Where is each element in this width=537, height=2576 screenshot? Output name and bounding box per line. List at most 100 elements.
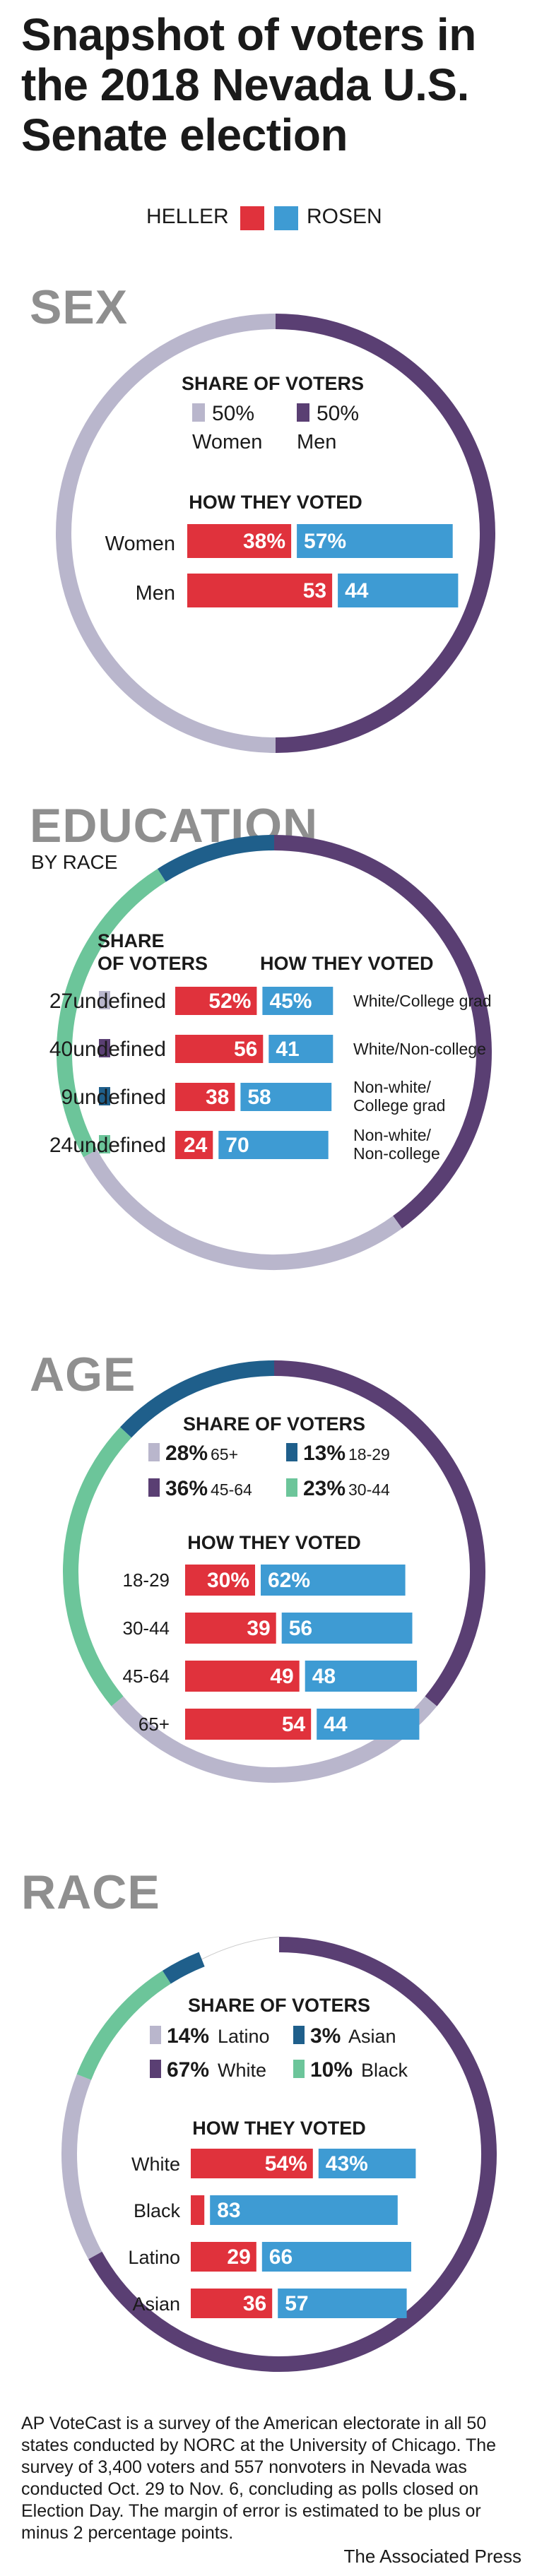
education-row-non-white-college-grad-rosen-label: 58 — [247, 1086, 271, 1109]
sex-row-women-heller-label: 38% — [243, 530, 285, 553]
age-row-30-44-rosen-label: 56 — [289, 1617, 312, 1640]
race-section: RACE SHARE OF VOTERS 67% White 14% Latino 10% B… — [0, 1858, 537, 2409]
sex-row-men-rosen-label: 44 — [345, 579, 369, 603]
legend-rosen-label: ROSEN — [307, 205, 382, 228]
race-share-name-asian: Asian — [348, 2026, 396, 2047]
education-row-white-non-college-heller-bar — [175, 1035, 264, 1063]
education-ring-non-white-college-grad — [157, 835, 275, 882]
sex-share-label: SHARE OF VOTERS — [182, 373, 364, 394]
education-ring-white-college-grad — [83, 1149, 403, 1270]
race-share-swatch-black — [293, 2060, 305, 2078]
education-ring-non-white-non-college — [57, 868, 166, 1158]
age-row-label-45-64: 45-64 — [123, 1666, 170, 1687]
age-row-65-rosen-label: 44 — [324, 1713, 348, 1736]
race-share-label: SHARE OF VOTERS — [188, 1995, 370, 2016]
education-row-white-non-college-rosen-label: 41 — [276, 1038, 299, 1061]
sex-share-name-men: Men — [297, 431, 336, 453]
sex-row-women-heller-bar — [187, 524, 292, 558]
race-ring-latino — [61, 2074, 102, 2260]
age-row-label-18-29: 18-29 — [123, 1569, 170, 1591]
age-share-swatch-30-44 — [286, 1478, 297, 1497]
education-row-white-non-college-heller-label: 56 — [234, 1038, 257, 1061]
race-row-latino-heller-bar — [191, 2242, 256, 2272]
race-voted-label: HOW THEY VOTED — [192, 2118, 366, 2139]
age-ring-45-64 — [273, 1360, 485, 1707]
race-row-white-rosen-bar — [318, 2149, 416, 2178]
sex-chart: SEX SHARE OF VOTERS 50% Women 50% Men HOW THEY… — [30, 280, 495, 753]
sex-row-men-rosen-bar — [338, 574, 459, 607]
race-row-latino-rosen-bar — [261, 2242, 411, 2272]
race-row-latino-rosen-label: 66 — [269, 2245, 293, 2269]
age-row-label-30-44: 30-44 — [123, 1618, 170, 1639]
race-row-label-asian: Asian — [132, 2293, 180, 2315]
race-row-white-heller-label: 54% — [265, 2152, 307, 2176]
education-share-pct-non-white-non-college: 24undefined — [49, 1134, 166, 1157]
age-voted-label: HOW THEY VOTED — [187, 1532, 361, 1553]
legend-heller-swatch — [240, 206, 264, 230]
race-share-pct-asian: 3% — [310, 2024, 341, 2048]
race-share-name-black: Black — [361, 2060, 408, 2081]
education-row-non-white-non-college-heller-bar — [175, 1131, 213, 1159]
age-share-name-65: 65+ — [211, 1445, 238, 1464]
race-row-white-heller-bar — [191, 2149, 313, 2178]
race-share-pct-black: 10% — [310, 2058, 353, 2082]
sex-row-label-women: Women — [105, 533, 175, 555]
race-share-pct-white: 67% — [167, 2058, 209, 2082]
education-row-label-white-non-college-0: White/Non-college — [353, 1040, 486, 1058]
age-share-swatch-65 — [148, 1443, 160, 1461]
education-row-non-white-non-college-rosen-label: 70 — [225, 1134, 249, 1157]
education-row-white-college-grad-rosen-bar — [262, 987, 334, 1015]
credit: The Associated Press — [343, 2546, 521, 2567]
age-row-label-65: 65+ — [138, 1714, 170, 1735]
race-row-label-white: White — [131, 2154, 180, 2175]
sex-row-women-rosen-bar — [297, 524, 453, 558]
education-share-swatch-white-college-grad — [99, 991, 110, 1009]
age-title: AGE — [30, 1348, 136, 1401]
age-row-45-64-rosen-bar — [305, 1661, 418, 1692]
race-row-black-rosen-label: 83 — [217, 2199, 240, 2222]
sex-row-women-rosen-label: 57% — [304, 530, 346, 553]
race-row-black-rosen-bar — [210, 2195, 398, 2225]
education-row-white-college-grad-rosen-label: 45% — [269, 990, 312, 1013]
race-ring-asian — [162, 1952, 205, 1984]
race-row-black-heller-bar — [191, 2195, 205, 2225]
age-row-30-44-rosen-bar — [281, 1613, 413, 1644]
sex-row-label-men: Men — [136, 582, 175, 605]
race-row-asian-rosen-label: 57 — [285, 2292, 308, 2315]
age-section: AGE SHARE OF VOTERS 13% 18-29 23% 30-44 36% 45-… — [0, 1346, 537, 1815]
race-share-pct-latino: 14% — [167, 2024, 209, 2048]
age-row-30-44-heller-label: 39 — [247, 1617, 270, 1640]
age-row-18-29-heller-bar — [185, 1565, 255, 1596]
education-row-white-non-college-rosen-bar — [268, 1035, 334, 1063]
age-share-label: SHARE OF VOTERS — [183, 1413, 365, 1435]
race-share-swatch-white — [150, 2060, 161, 2078]
age-share-swatch-18-29 — [286, 1443, 297, 1461]
age-share-pct-65: 28% — [165, 1442, 208, 1465]
education-row-non-white-college-grad-heller-label: 38 — [206, 1086, 229, 1109]
footnote: AP VoteCast is a survey of the American … — [21, 2414, 497, 2543]
race-ring-outline — [201, 1936, 280, 1960]
age-row-18-29-rosen-bar — [261, 1565, 406, 1596]
sex-share-pct-women: 50% — [212, 402, 254, 425]
education-share-swatch-white-non-college — [99, 1039, 110, 1057]
education-subtitle: BY RACE — [31, 851, 117, 873]
sex-row-men-heller-label: 53 — [303, 579, 326, 603]
age-row-18-29-rosen-label: 62% — [268, 1569, 310, 1592]
race-row-asian-rosen-bar — [278, 2289, 407, 2318]
sex-voted-label: HOW THEY VOTED — [189, 492, 362, 513]
race-share-swatch-asian — [293, 2026, 305, 2044]
age-share-pct-18-29: 13% — [303, 1442, 346, 1465]
race-row-white-rosen-label: 43% — [326, 2152, 368, 2176]
education-row-non-white-college-grad-rosen-bar — [240, 1083, 332, 1111]
sex-share-pct-men: 50% — [317, 402, 359, 425]
education-share-label-line2: OF VOTERS — [98, 953, 208, 974]
education-section: EDUCATION BY RACE SHARE OF VOTERS HOW THEY V… — [0, 791, 537, 1300]
education-row-label-non-white-non-college-0: Non-white/ — [353, 1126, 432, 1144]
race-row-label-black: Black — [134, 2200, 181, 2221]
age-row-65-rosen-bar — [317, 1709, 420, 1740]
age-row-65-heller-bar — [185, 1709, 312, 1740]
race-row-latino-heller-label: 29 — [227, 2245, 250, 2269]
race-chart: RACE SHARE OF VOTERS 67% White 14% Latino 10% B… — [21, 1865, 497, 2372]
